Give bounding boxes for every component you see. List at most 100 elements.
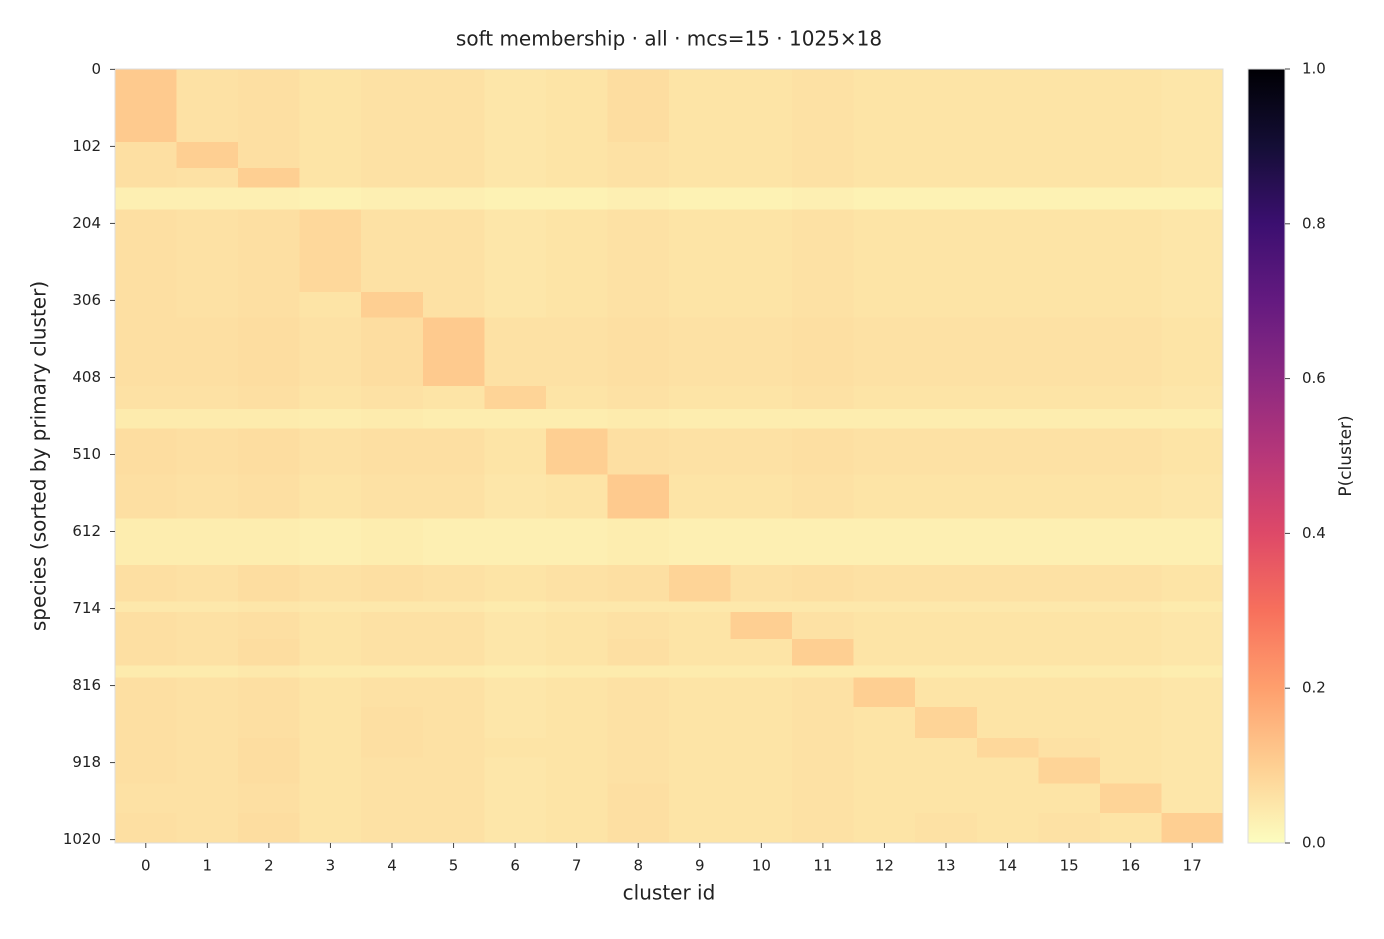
heatmap-cell	[361, 428, 424, 476]
heatmap-cell	[115, 665, 178, 679]
heatmap-cell	[730, 565, 793, 602]
heatmap-cell	[1161, 565, 1224, 602]
heatmap-cell	[976, 408, 1039, 429]
x-tick-label: 0	[141, 857, 151, 875]
heatmap-cell	[484, 783, 547, 814]
heatmap-cell	[669, 428, 732, 476]
x-tick-label: 1	[203, 857, 213, 875]
heatmap-cell	[915, 69, 978, 143]
heatmap-cell	[422, 428, 485, 476]
heatmap-cell	[607, 408, 670, 429]
heatmap-cell	[176, 142, 239, 169]
heatmap-cell	[545, 677, 608, 708]
heatmap-cell	[976, 783, 1039, 814]
colorbar-tick-label: 0.0	[1302, 834, 1326, 852]
heatmap-cell	[115, 757, 178, 784]
heatmap-cell	[361, 707, 424, 739]
heatmap-cell	[115, 738, 178, 759]
heatmap-cell	[915, 291, 978, 318]
heatmap-cell	[669, 167, 732, 189]
x-tick-label: 6	[510, 857, 520, 875]
y-tick-label: 510	[72, 445, 101, 463]
heatmap-cell	[1161, 408, 1224, 429]
heatmap-cell	[1038, 812, 1101, 844]
heatmap-cell	[915, 408, 978, 429]
heatmap-cell	[976, 738, 1039, 759]
colorbar-tick-label: 1.0	[1302, 60, 1326, 78]
heatmap-cell	[915, 142, 978, 169]
heatmap-cell	[422, 565, 485, 602]
heatmap-cell	[545, 386, 608, 410]
y-axis-label: species (sorted by primary cluster)	[27, 281, 51, 631]
heatmap-cell	[1161, 209, 1224, 293]
heatmap-cell	[361, 639, 424, 667]
heatmap-cell	[1161, 317, 1224, 387]
heatmap-cell	[1038, 408, 1101, 429]
heatmap-cell	[730, 142, 793, 169]
heatmap-cell	[545, 474, 608, 519]
heatmap-cell	[115, 317, 178, 387]
heatmap-cell	[176, 783, 239, 814]
heatmap-cell	[792, 167, 855, 189]
heatmap-cell	[607, 142, 670, 169]
heatmap-cell	[1161, 783, 1224, 814]
heatmap-cell	[730, 317, 793, 387]
heatmap-cell	[545, 291, 608, 318]
heatmap-cell	[915, 209, 978, 293]
heatmap-cell	[176, 187, 239, 210]
heatmap-cell	[176, 757, 239, 784]
heatmap-cell	[422, 142, 485, 169]
heatmap-cell	[730, 812, 793, 844]
heatmap-cell	[607, 812, 670, 844]
heatmap-cell	[1038, 69, 1101, 143]
heatmap-cell	[730, 428, 793, 476]
heatmap-cell	[115, 386, 178, 410]
heatmap-cell	[792, 428, 855, 476]
y-tick-label: 306	[72, 291, 101, 309]
heatmap-cell	[915, 639, 978, 667]
colorbar-tick-label: 0.4	[1302, 524, 1326, 542]
heatmap-cell	[607, 317, 670, 387]
heatmap-cell	[669, 474, 732, 519]
heatmap-cell	[853, 677, 916, 708]
x-tick-label: 16	[1121, 857, 1140, 875]
x-tick-label: 9	[695, 857, 705, 875]
heatmap-cell	[545, 757, 608, 784]
heatmap-cell	[1161, 601, 1224, 613]
heatmap-cell	[1038, 611, 1101, 640]
colorbar	[1247, 68, 1286, 844]
heatmap-cell	[853, 317, 916, 387]
heatmap-cell	[1099, 812, 1162, 844]
heatmap-cell	[607, 518, 670, 566]
heatmap-cell	[361, 317, 424, 387]
heatmap-cell	[115, 428, 178, 476]
heatmap-cell	[1099, 601, 1162, 613]
heatmap-cell	[484, 474, 547, 519]
heatmap-cell	[115, 611, 178, 640]
heatmap-cell	[976, 518, 1039, 566]
heatmap-cell	[792, 783, 855, 814]
heatmap-cell	[915, 812, 978, 844]
heatmap-cell	[792, 518, 855, 566]
heatmap-cell	[915, 757, 978, 784]
heatmap-cell	[299, 639, 362, 667]
heatmap-cell	[176, 565, 239, 602]
heatmap-cell	[422, 291, 485, 318]
heatmap-cell	[730, 69, 793, 143]
heatmap-cell	[976, 812, 1039, 844]
heatmap-cell	[176, 408, 239, 429]
heatmap-cell	[361, 167, 424, 189]
heatmap-cell	[238, 707, 301, 739]
heatmap-cell	[976, 665, 1039, 679]
heatmap-cell	[607, 611, 670, 640]
heatmap-cell	[915, 518, 978, 566]
heatmap-cell	[792, 474, 855, 519]
colorbar-tick-label: 0.6	[1302, 369, 1326, 387]
heatmap-cell	[115, 601, 178, 613]
heatmap-cell	[853, 142, 916, 169]
heatmap-cell	[1038, 518, 1101, 566]
heatmap-cell	[853, 386, 916, 410]
heatmap-cell	[484, 707, 547, 739]
heatmap-cell	[176, 386, 239, 410]
heatmap-cell	[730, 665, 793, 679]
